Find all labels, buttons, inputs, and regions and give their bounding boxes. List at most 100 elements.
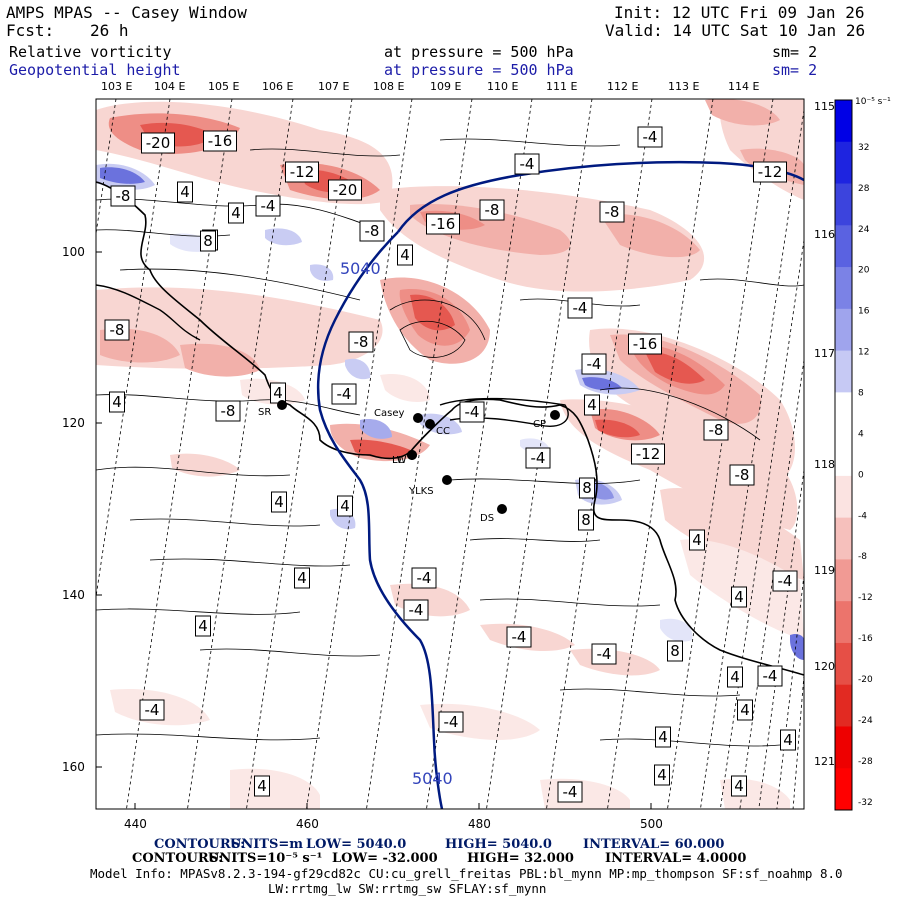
vorticity-label: -20 <box>146 134 171 152</box>
vorticity-label-box <box>438 711 464 733</box>
y-axis-tick-label: 120 <box>62 416 85 430</box>
field1-smoothing: sm= 2 <box>772 43 818 61</box>
vorticity-label: 4 <box>180 183 190 201</box>
vorticity-label-box <box>141 132 175 154</box>
map-panel: 5040 5040 -20-16-12-20-12-4-4-844-48-8-1… <box>96 99 804 809</box>
vorticity-label-box <box>729 464 755 486</box>
vorticity-label-box <box>200 230 216 252</box>
x-axis-tick-label: 500 <box>640 817 663 831</box>
vorticity-label: 4 <box>740 701 750 719</box>
model-info-radiation: LW:rrtmg_lw SW:rrtmg_sw SFLAY:sf_mynn <box>268 881 547 896</box>
longitude-label: 114 E <box>728 80 759 93</box>
valid-time: Valid: 14 UTC Sat 10 Jan 26 <box>605 21 866 40</box>
station-label: LW <box>392 455 407 466</box>
field1-name: Relative vorticity <box>9 43 172 61</box>
colorbar-segment <box>835 267 852 310</box>
contours-height-high: HIGH= 5040.0 <box>445 837 552 852</box>
vorticity-label: 4 <box>734 588 744 606</box>
colorbar-segment <box>835 392 852 435</box>
contours-vorticity-label: CONTOURS: <box>132 851 223 866</box>
station-label: DS <box>480 513 494 524</box>
longitude-label: 105 E <box>208 80 239 93</box>
coastline <box>96 181 804 676</box>
vorticity-label: 4 <box>112 393 122 411</box>
vorticity-label-box <box>727 666 743 688</box>
station-marker <box>413 413 423 423</box>
vorticity-label: -8 <box>365 222 380 240</box>
vorticity-label-box <box>397 244 413 266</box>
colorbar-tick-label: 8 <box>858 389 864 399</box>
colorbar-tick-label: -4 <box>858 511 867 521</box>
init-time: Init: 12 UTC Fri 09 Jan 26 <box>614 3 865 22</box>
vorticity-label: -4 <box>531 449 546 467</box>
y-axis-tick-label: 160 <box>62 760 85 774</box>
vorticity-label-box <box>506 626 532 648</box>
vorticity-label: 8 <box>581 511 591 529</box>
vorticity-label-box <box>567 297 593 319</box>
vorticity-label-box <box>403 599 429 621</box>
height-contour-5040 <box>316 231 444 809</box>
vorticity-label-box <box>139 699 165 721</box>
height-contour-label-lower: 5040 <box>412 769 453 788</box>
vorticity-label-box <box>426 213 460 235</box>
longitude-top-labels: 103 E 104 E 105 E 106 E 107 E 108 E 109 E 110 E… <box>101 80 759 93</box>
contours-height-low: LOW= 5040.0 <box>306 837 407 852</box>
vorticity-label: 4 <box>734 777 744 795</box>
station-marker <box>407 450 417 460</box>
vorticity-label: -4 <box>145 701 160 719</box>
contours-height-label: CONTOURS: <box>154 837 245 852</box>
colorbar-tick-label: 24 <box>858 225 870 235</box>
vorticity-label: -4 <box>261 197 276 215</box>
colorbar-segment <box>835 517 852 560</box>
colorbar: 10⁻⁵ s⁻¹ 32 28 24 20 16 12 8 4 0 -4 -8 -12 -16 -20 -24… <box>834 97 891 811</box>
forecast-label: Fcst: <box>6 21 55 40</box>
station-marker <box>497 504 507 514</box>
vorticity-label: -16 <box>633 335 658 353</box>
colorbar-segment <box>835 141 852 185</box>
vorticity-label: 4 <box>730 668 740 686</box>
longitude-label: 109 E <box>430 80 461 93</box>
vorticity-label-box <box>254 775 270 797</box>
vorticity-label-box <box>177 181 193 203</box>
vorticity-label: -4 <box>465 403 480 421</box>
station-label: YLKS <box>408 486 434 497</box>
vorticity-label-box <box>215 400 241 422</box>
model-info: Model Info: MPASv8.2.3-194-gf29cd82c CU:… <box>90 866 843 881</box>
vorticity-label-box <box>591 643 617 665</box>
colorbar-segment <box>835 225 852 268</box>
vorticity-label: -4 <box>337 385 352 403</box>
vorticity-label: 4 <box>231 204 241 222</box>
vorticity-label-box <box>654 764 670 786</box>
vorticity-label-box <box>557 781 583 803</box>
vorticity-label: -8 <box>110 321 125 339</box>
plot-title: AMPS MPAS -- Casey Window <box>6 3 247 22</box>
y-axis-tick-label: 100 <box>62 245 85 259</box>
vorticity-label-box <box>228 202 244 224</box>
coastline-inner <box>96 284 201 341</box>
longitude-label: 110 E <box>487 80 518 93</box>
colorbar-segment <box>835 308 852 352</box>
vorticity-label: 4 <box>692 531 702 549</box>
field2-name: Geopotential height <box>9 61 181 79</box>
vorticity-label-box <box>655 726 671 748</box>
vorticity-label-box <box>195 615 211 637</box>
vorticity-label-box <box>631 443 665 465</box>
x-axis-tick-label: 460 <box>296 817 319 831</box>
vorticity-label-box <box>110 185 136 207</box>
colorbar-segment <box>835 768 852 811</box>
vorticity-label: -8 <box>605 203 620 221</box>
colorbar-tick-label: -8 <box>858 552 867 562</box>
vorticity-label: -8 <box>735 466 750 484</box>
vorticity-label-box <box>203 130 237 152</box>
vorticity-label: 4 <box>274 493 284 511</box>
vorticity-label-box <box>479 199 505 221</box>
vorticity-label-box <box>104 319 130 341</box>
vorticity-label: -4 <box>409 601 424 619</box>
x-axis-labels: 440 460 480 500 <box>124 803 663 831</box>
field1-level: at pressure = 500 hPa <box>384 43 574 61</box>
x-axis-tick-label: 480 <box>468 817 491 831</box>
colorbar-tick-label: 12 <box>858 348 869 358</box>
vorticity-label-box <box>285 161 319 183</box>
vorticity-label: -4 <box>643 128 658 146</box>
vorticity-label: -12 <box>636 445 661 463</box>
